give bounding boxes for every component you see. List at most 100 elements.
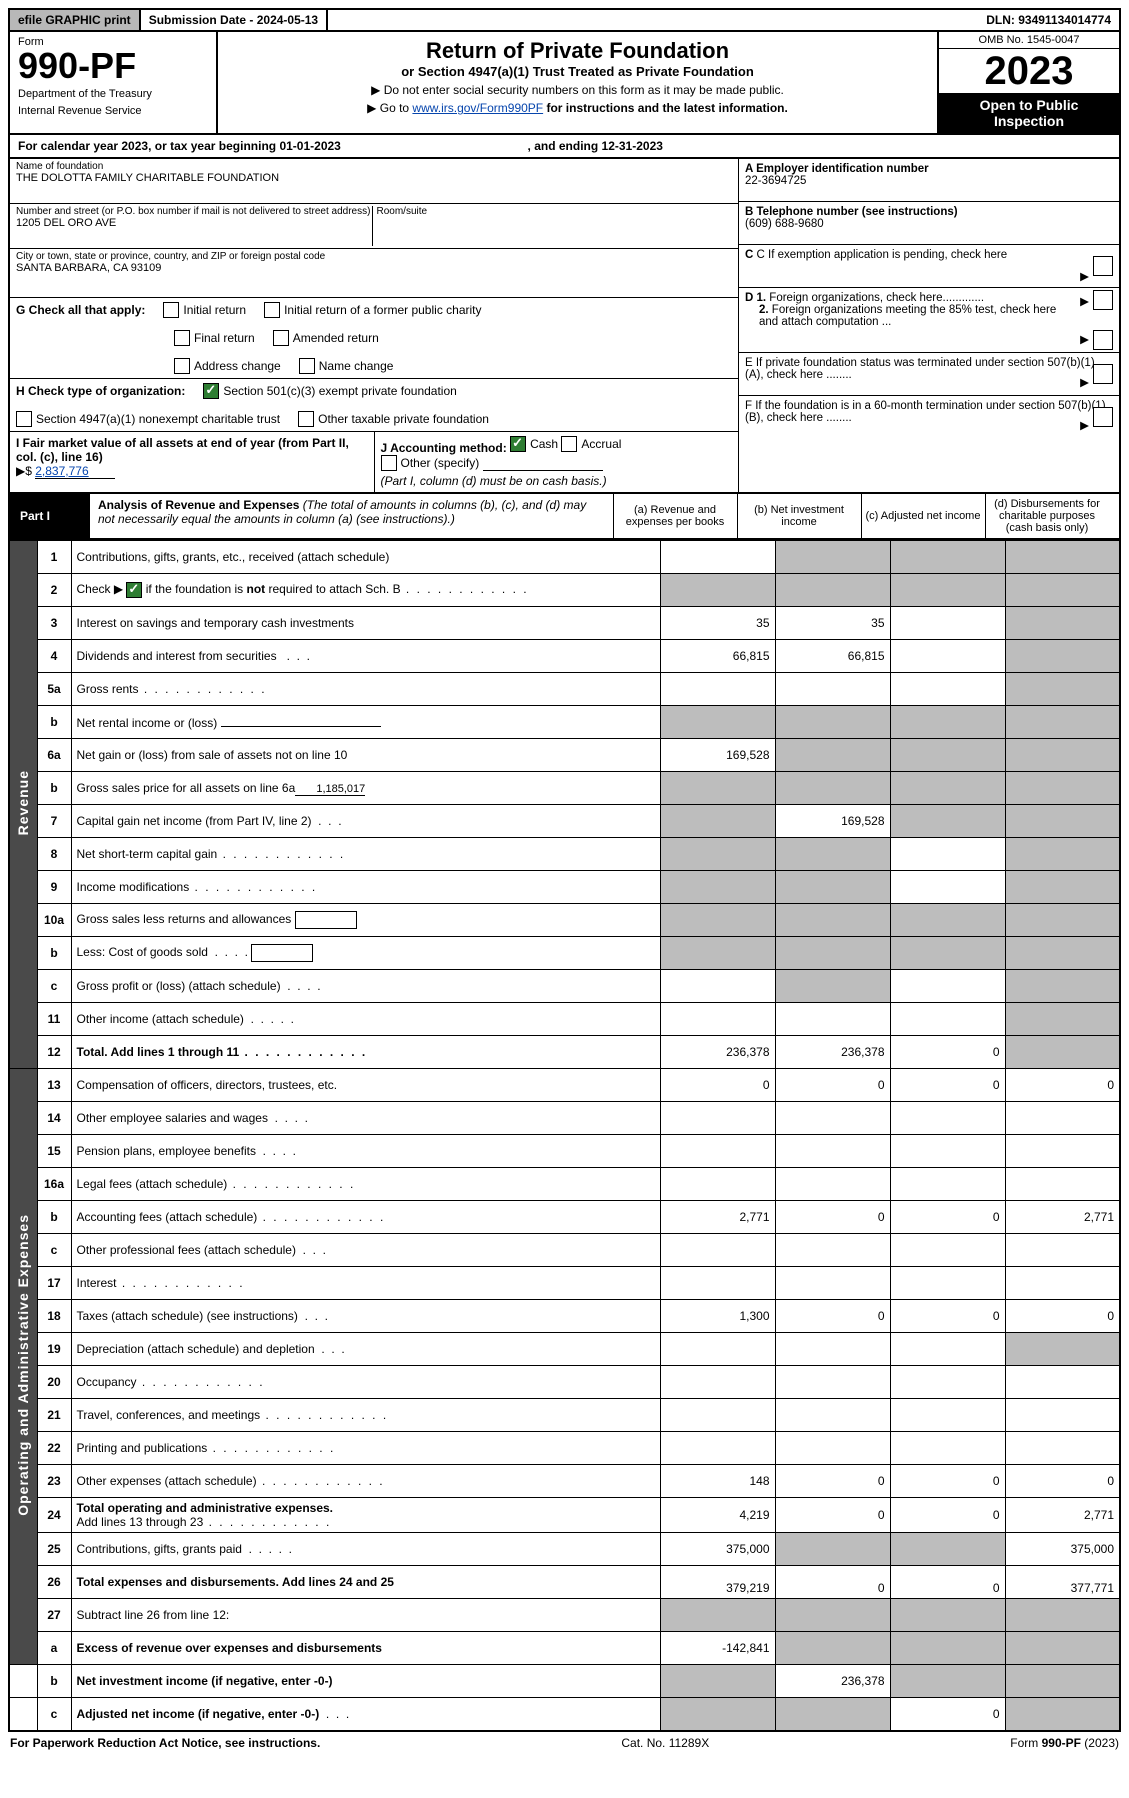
name-label: Name of foundation (16, 161, 732, 172)
col-b-head: (b) Net investment income (737, 494, 861, 538)
efile-word: efile (18, 13, 42, 27)
instr-ssn: ▶ Do not enter social security numbers o… (228, 83, 927, 97)
g-final-checkbox[interactable] (174, 330, 190, 346)
footer-catno: Cat. No. 11289X (621, 1736, 709, 1750)
h-label: H Check type of organization: (16, 384, 185, 398)
row-16b: bAccounting fees (attach schedule)2,7710… (9, 1201, 1120, 1234)
i-value-link[interactable]: 2,837,776 (35, 464, 115, 479)
row-16a: 16aLegal fees (attach schedule) (9, 1168, 1120, 1201)
h-4947-checkbox[interactable] (16, 411, 32, 427)
addr-value: 1205 DEL ORO AVE (16, 217, 372, 229)
part1-desc: Analysis of Revenue and Expenses (The to… (90, 494, 613, 538)
efile-print-button[interactable]: efile GRAPHIC print (10, 10, 141, 30)
row-19: 19Depreciation (attach schedule) and dep… (9, 1333, 1120, 1366)
row-26: 26Total expenses and disbursements. Add … (9, 1566, 1120, 1599)
part1-label: Part I (10, 494, 90, 538)
address-row: Number and street (or P.O. box number if… (10, 204, 738, 249)
g-addr-checkbox[interactable] (174, 358, 190, 374)
row-15: 15Pension plans, employee benefits . . .… (9, 1135, 1120, 1168)
efile-rest: GRAPHIC print (42, 13, 131, 27)
foundation-name: THE DOLOTTA FAMILY CHARITABLE FOUNDATION (16, 172, 732, 184)
header-right: OMB No. 1545-0047 2023 Open to PublicIns… (937, 32, 1119, 133)
info-right: A Employer identification number 22-3694… (738, 159, 1119, 492)
submission-date: Submission Date - 2024-05-13 (141, 10, 328, 30)
g-final: Final return (194, 331, 255, 345)
row-11: 11Other income (attach schedule) . . . .… (9, 1003, 1120, 1036)
row-21: 21Travel, conferences, and meetings (9, 1399, 1120, 1432)
row-10b: bLess: Cost of goods sold . . . . (9, 937, 1120, 970)
suite-label: Room/suite (377, 206, 733, 217)
dept-treasury: Department of the Treasury (18, 88, 208, 101)
line10b-inline-box (251, 944, 313, 962)
city-label: City or town, state or province, country… (16, 251, 732, 262)
city-value: SANTA BARBARA, CA 93109 (16, 262, 732, 274)
g-initial-checkbox[interactable] (163, 302, 179, 318)
form990pf-link[interactable]: www.irs.gov/Form990PF (412, 101, 543, 115)
row-20: 20Occupancy (9, 1366, 1120, 1399)
schb-checkbox[interactable] (126, 582, 142, 598)
row-18: 18Taxes (attach schedule) (see instructi… (9, 1300, 1120, 1333)
col-a-head: (a) Revenue and expenses per books (613, 494, 737, 538)
info-grid: Name of foundation THE DOLOTTA FAMILY CH… (8, 159, 1121, 494)
row-25: 25Contributions, gifts, grants paid . . … (9, 1533, 1120, 1566)
g-name: Name change (319, 359, 394, 373)
addr-label: Number and street (or P.O. box number if… (16, 206, 372, 217)
f-checkbox[interactable] (1093, 407, 1113, 427)
b-cell: B Telephone number (see instructions) (6… (739, 202, 1119, 245)
j-cash: Cash (530, 437, 558, 451)
row-22: 22Printing and publications (9, 1432, 1120, 1465)
g-row: G Check all that apply: Initial return I… (10, 298, 738, 379)
top-bar: efile GRAPHIC print Submission Date - 20… (8, 8, 1121, 32)
c-checkbox[interactable] (1093, 256, 1113, 276)
row-7: 7Capital gain net income (from Part IV, … (9, 805, 1120, 838)
d2-label: Foreign organizations meeting the 85% te… (759, 304, 1056, 328)
h-4947: Section 4947(a)(1) nonexempt charitable … (36, 412, 280, 426)
instr-link: ▶ Go to www.irs.gov/Form990PF for instru… (228, 101, 927, 115)
form-subtitle: or Section 4947(a)(1) Trust Treated as P… (228, 64, 927, 79)
row-12: 12Total. Add lines 1 through 11 236,3782… (9, 1036, 1120, 1069)
h-othertax-checkbox[interactable] (298, 411, 314, 427)
ij-row: I Fair market value of all assets at end… (10, 432, 738, 492)
e-checkbox[interactable] (1093, 364, 1113, 384)
row-17: 17Interest (9, 1267, 1120, 1300)
col-d-head: (d) Disbursements for charitable purpose… (985, 494, 1109, 538)
g-amended-checkbox[interactable] (273, 330, 289, 346)
row-27b: bNet investment income (if negative, ent… (9, 1665, 1120, 1698)
row-5b: bNet rental income or (loss) (9, 706, 1120, 739)
expenses-side-label: Operating and Administrative Expenses (9, 1069, 37, 1665)
header-mid: Return of Private Foundation or Section … (218, 32, 937, 133)
g-name-checkbox[interactable] (299, 358, 315, 374)
row-23: 23Other expenses (attach schedule)148000 (9, 1465, 1120, 1498)
g-initialpub-checkbox[interactable] (264, 302, 280, 318)
g-addr: Address change (194, 359, 281, 373)
row-16c: cOther professional fees (attach schedul… (9, 1234, 1120, 1267)
part1-title: Analysis of Revenue and Expenses (98, 498, 299, 512)
form-header: Form 990-PF Department of the Treasury I… (8, 32, 1121, 135)
row-2: 2 Check ▶ if the foundation is not requi… (9, 574, 1120, 607)
d1-checkbox[interactable] (1093, 290, 1113, 310)
c-cell: C C If exemption application is pending,… (739, 245, 1119, 288)
i-block: I Fair market value of all assets at end… (10, 432, 374, 492)
j-accrual-checkbox[interactable] (561, 436, 577, 452)
g-initialpub: Initial return of a former public charit… (284, 303, 481, 317)
j-other-checkbox[interactable] (381, 455, 397, 471)
h-501c3-checkbox[interactable] (203, 383, 219, 399)
g-label: G Check all that apply: (16, 303, 145, 317)
line10a-inline-box (295, 911, 357, 929)
row-14: 14Other employee salaries and wages . . … (9, 1102, 1120, 1135)
dept-irs: Internal Revenue Service (18, 105, 208, 118)
g-initial: Initial return (183, 303, 246, 317)
row-4: 4Dividends and interest from securities … (9, 640, 1120, 673)
row-6a: 6aNet gain or (loss) from sale of assets… (9, 739, 1120, 772)
header-left: Form 990-PF Department of the Treasury I… (10, 32, 218, 133)
e-label: E If private foundation status was termi… (745, 357, 1095, 381)
c-label: C If exemption application is pending, c… (757, 249, 1008, 261)
tax-year: 2023 (939, 49, 1119, 93)
j-accrual: Accrual (581, 437, 621, 451)
j-cash-checkbox[interactable] (510, 436, 526, 452)
j-note: (Part I, column (d) must be on cash basi… (381, 474, 607, 488)
row-6b: bGross sales price for all assets on lin… (9, 772, 1120, 805)
d2-checkbox[interactable] (1093, 330, 1113, 350)
part1-col-heads: (a) Revenue and expenses per books (b) N… (613, 494, 1120, 538)
revenue-side-label: Revenue (9, 541, 37, 1069)
